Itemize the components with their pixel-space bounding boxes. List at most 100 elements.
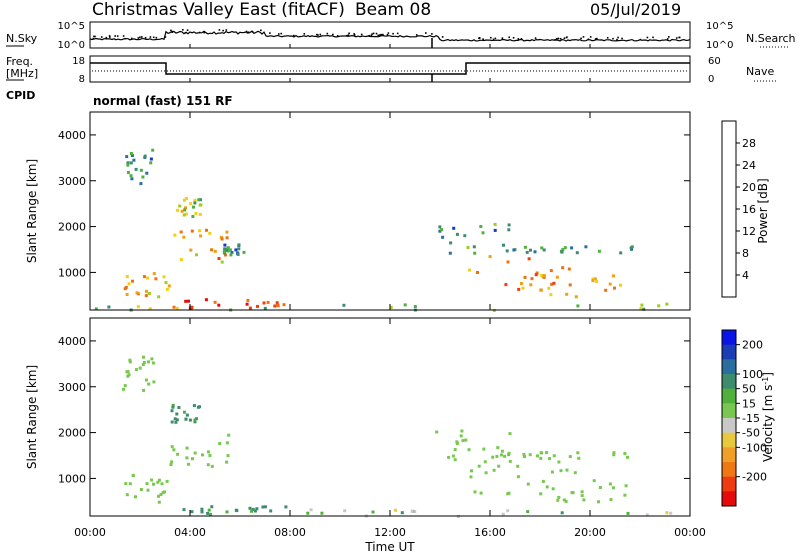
- heat-cell: [225, 460, 229, 464]
- heat-cell: [129, 174, 133, 178]
- heat-cell: [206, 511, 210, 515]
- heat-cell: [107, 305, 111, 309]
- heat-cell: [147, 360, 150, 364]
- heat-cell: [183, 410, 186, 414]
- heat-cell: [449, 241, 453, 245]
- heat-cell: [208, 454, 212, 457]
- heat-cell: [191, 215, 195, 218]
- heat-cell: [451, 454, 455, 458]
- colorbar-swatch: [722, 491, 736, 507]
- heat-cell: [526, 510, 530, 514]
- heat-cell: [210, 248, 214, 252]
- heat-cell: [597, 500, 600, 504]
- heat-cell: [552, 281, 556, 285]
- heat-cell: [152, 272, 156, 276]
- heat-cell: [502, 243, 505, 247]
- noise-right-tick-bottom: 10^0: [706, 40, 733, 51]
- heat-cell: [161, 491, 165, 495]
- heat-cell: [225, 236, 229, 240]
- power-colorbar-ticks: 28 24 20 16 12 8 4: [736, 137, 756, 282]
- heat-cell: [479, 491, 483, 495]
- heat-cell: [665, 511, 669, 515]
- heat-cell: [539, 492, 543, 496]
- heat-cell: [234, 248, 238, 252]
- x-tick-label: 04:00: [174, 526, 206, 539]
- noise-search-dot: [566, 36, 568, 38]
- heat-cell: [541, 479, 545, 483]
- noise-search-dot: [332, 33, 334, 36]
- heat-cell: [187, 299, 190, 303]
- heat-cell: [669, 511, 673, 515]
- heat-cell: [542, 274, 546, 278]
- noise-search-dot: [678, 36, 681, 39]
- noise-search-dot: [580, 37, 582, 40]
- freq-left-tick-top: 18: [72, 56, 85, 67]
- heat-cell: [470, 469, 473, 473]
- noise-search-dot: [596, 37, 598, 40]
- heat-cell: [217, 303, 221, 307]
- heat-cell: [180, 209, 184, 213]
- y-tick-label: 4000: [58, 129, 86, 142]
- heat-cell: [124, 482, 128, 486]
- heat-cell: [501, 512, 505, 516]
- noise-search-dot: [348, 32, 350, 35]
- heat-cell: [460, 429, 464, 433]
- colorbar-tick-label: -15: [742, 412, 760, 425]
- heat-cell: [665, 302, 669, 306]
- noise-search-dot: [370, 34, 373, 37]
- noise-panel: 10^5 10^0 10^5 10^0: [58, 21, 734, 51]
- heat-cell: [206, 463, 210, 467]
- noise-search-dot: [186, 29, 189, 31]
- heat-cell: [640, 303, 644, 307]
- heat-cell: [248, 506, 252, 510]
- heat-cell: [149, 161, 153, 165]
- heat-cell: [523, 455, 526, 459]
- heat-cell: [559, 469, 563, 473]
- heat-cell: [144, 378, 148, 382]
- noise-search-dot: [520, 38, 523, 40]
- noise-search-dot: [303, 33, 306, 35]
- noise-search-dot: [554, 38, 556, 41]
- heat-cell: [173, 417, 177, 421]
- heat-cell: [199, 203, 203, 207]
- heat-cell: [94, 307, 98, 311]
- heat-cell: [476, 271, 479, 274]
- colorbar-tick-label: 16: [742, 203, 756, 216]
- heat-cell: [520, 282, 523, 285]
- heat-cell: [157, 478, 161, 482]
- heat-cell: [199, 198, 202, 202]
- heat-cell: [194, 212, 198, 215]
- heat-cell: [263, 505, 267, 509]
- noise-search-dot: [386, 34, 389, 36]
- colorbar-tick-label: 4: [742, 269, 749, 282]
- heat-cell: [570, 246, 574, 250]
- heat-cell: [563, 246, 567, 250]
- heat-cell: [571, 491, 575, 495]
- heat-cell: [496, 446, 500, 450]
- heat-cell: [184, 417, 188, 421]
- heat-cell: [237, 243, 241, 247]
- heat-cell: [141, 175, 145, 179]
- beam-title: Beam 08: [355, 0, 431, 20]
- noise-search-dot: [431, 33, 433, 35]
- noise-search-dot: [171, 31, 174, 33]
- heat-cell: [619, 251, 623, 255]
- heat-cell: [193, 418, 197, 422]
- date-title: 05/Jul/2019: [590, 0, 681, 19]
- heat-cell: [517, 287, 521, 291]
- y-tick-label: 2000: [58, 221, 86, 234]
- heat-cell: [611, 486, 615, 490]
- heat-cell: [139, 182, 143, 186]
- nsky-label: N.Sky: [6, 32, 38, 45]
- heat-cell: [123, 384, 127, 388]
- heat-cell: [170, 445, 174, 449]
- noise-search-dot: [319, 33, 322, 36]
- heat-cell: [126, 161, 130, 165]
- heat-cell: [269, 509, 273, 513]
- heat-cell: [549, 293, 553, 297]
- heat-cell: [245, 302, 249, 306]
- heat-cell: [197, 198, 201, 202]
- noise-search-dot: [594, 38, 597, 40]
- heat-cell: [182, 198, 186, 202]
- heat-cell: [539, 456, 543, 460]
